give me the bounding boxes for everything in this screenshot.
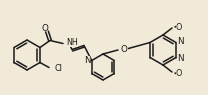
Text: O: O <box>121 44 128 53</box>
Text: N: N <box>177 54 183 63</box>
Text: N: N <box>177 37 183 46</box>
Text: Cl: Cl <box>55 64 63 73</box>
Text: O: O <box>176 68 182 78</box>
Text: NH: NH <box>66 38 78 47</box>
Text: N: N <box>84 56 91 65</box>
Text: O: O <box>42 24 48 33</box>
Text: O: O <box>176 23 182 32</box>
